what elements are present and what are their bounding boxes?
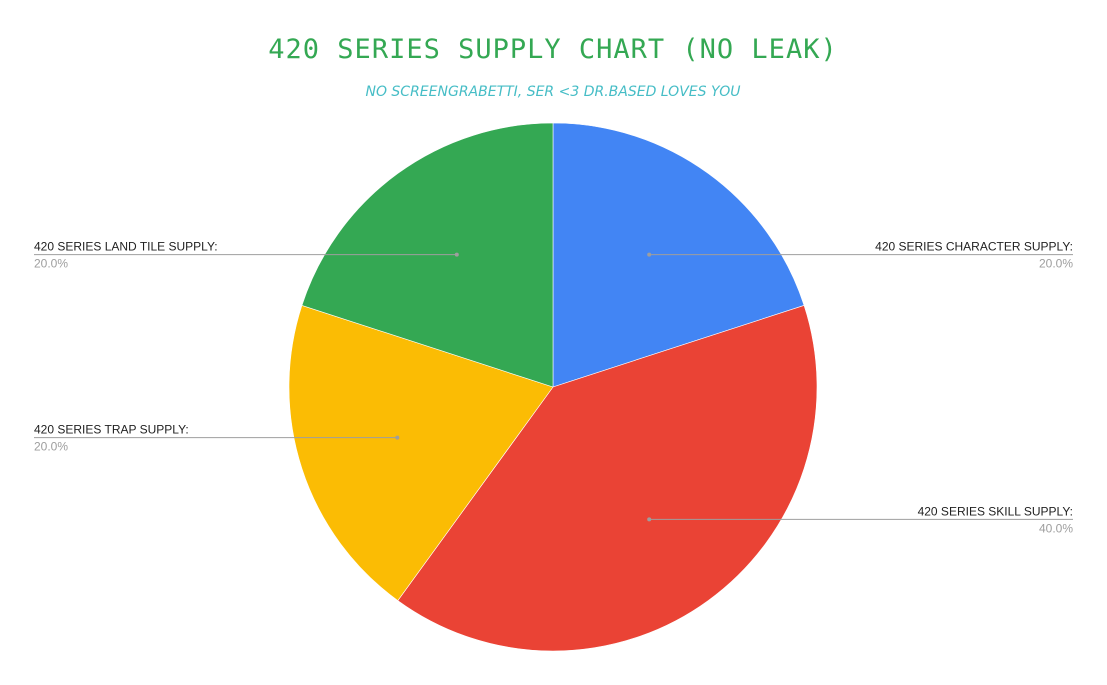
slice-label-420-series-character-supply: 420 SERIES CHARACTER SUPPLY: xyxy=(875,240,1073,254)
leader-dot-420-series-trap-supply xyxy=(395,435,400,440)
pie-slice-420-series-trap-supply xyxy=(288,305,554,601)
chart-subtitle: NO SCREENGRABETTI, SER <3 DR.BASED LOVES… xyxy=(365,84,740,100)
slice-label-420-series-trap-supply: 420 SERIES TRAP SUPPLY: xyxy=(34,423,189,437)
slice-percent-420-series-character-supply: 20.0% xyxy=(1039,257,1073,271)
slice-label-420-series-skill-supply: 420 SERIES SKILL SUPPLY: xyxy=(918,504,1073,518)
slice-percent-420-series-trap-supply: 20.0% xyxy=(34,440,68,454)
chart-title: 420 SERIES SUPPLY CHART (NO LEAK) xyxy=(268,34,837,65)
leader-dot-420-series-character-supply xyxy=(647,252,652,257)
slice-percent-420-series-land-tile-supply: 20.0% xyxy=(34,257,68,271)
pie-slices xyxy=(288,122,818,652)
slice-label-420-series-land-tile-supply: 420 SERIES LAND TILE SUPPLY: xyxy=(34,240,218,254)
leader-dot-420-series-skill-supply xyxy=(647,517,652,522)
slice-labels: 420 SERIES CHARACTER SUPPLY: 20.0% 420 SER… xyxy=(34,240,1073,535)
leader-dot-420-series-land-tile-supply xyxy=(454,252,459,257)
pie-slice-420-series-skill-supply xyxy=(397,305,818,652)
slice-percent-420-series-skill-supply: 40.0% xyxy=(1039,521,1073,535)
